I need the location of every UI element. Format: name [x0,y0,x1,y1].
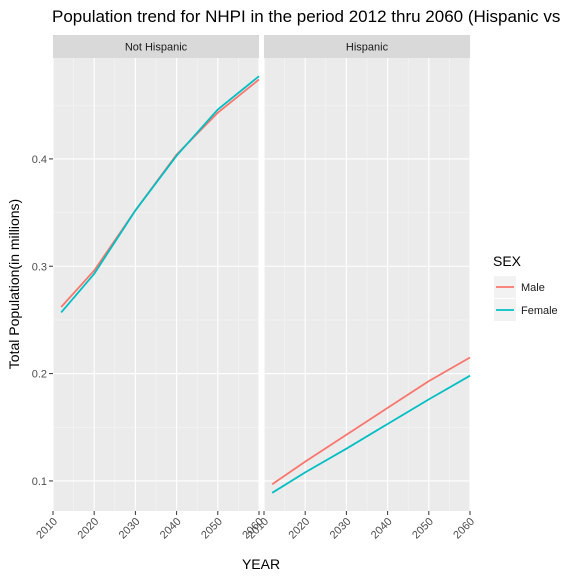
x-tick-label: 2040 [369,516,395,542]
legend-title: SEX [493,253,522,269]
y-tick-label: 0.1 [32,476,47,488]
x-tick-label: 2010 [34,516,60,542]
x-tick-label: 2020 [287,516,313,542]
x-tick-label: 2020 [76,516,102,542]
x-axis-title: YEAR [242,556,280,572]
facet-strip-label: Not Hispanic [125,42,188,54]
legend-label-male: Male [521,282,545,294]
facet-strip [264,35,470,58]
series-line-male [271,356,471,485]
x-tick-label: 2040 [158,516,184,542]
y-tick-label: 0.3 [32,261,47,273]
series-line-female [271,374,471,494]
panel-1: Hispanic 2010 2020 2030 2040 2050 2060 [245,35,477,541]
x-tick-label: 2030 [328,516,354,542]
y-tick-label: 0.2 [32,369,47,381]
legend-label-female: Female [521,305,558,317]
x-tick-label: 2050 [410,516,436,542]
x-tick-label: 2050 [199,516,225,542]
y-tick-label: 0.4 [32,154,47,166]
facet-strip [53,35,259,58]
legend: SEX Male Female [493,253,558,321]
y-axis-title: Total Population(in millions) [6,199,22,369]
y-axis: 0.1 0.2 0.3 0.4 [32,154,53,488]
x-tick-label: 2030 [117,516,143,542]
x-tick-label: 2010 [245,516,271,542]
x-tick-label: 2060 [451,516,477,542]
series-line-female [60,75,260,313]
facet-strip-label: Hispanic [346,42,389,54]
chart-title: Population trend for NHPI in the period … [52,7,560,26]
